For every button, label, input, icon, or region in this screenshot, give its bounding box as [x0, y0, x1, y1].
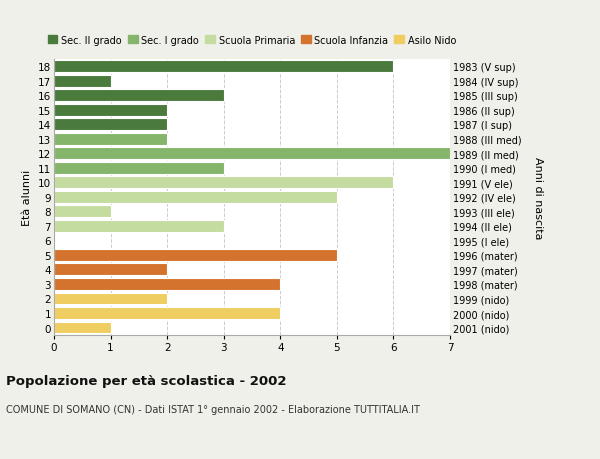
Bar	[54, 191, 337, 203]
Bar	[54, 177, 394, 189]
Bar	[54, 162, 224, 174]
Bar	[54, 148, 450, 160]
Bar	[54, 249, 337, 261]
Bar	[54, 75, 110, 87]
Bar	[54, 61, 394, 73]
Bar	[54, 308, 280, 319]
Bar	[54, 220, 224, 232]
Bar	[54, 105, 167, 116]
Bar	[54, 264, 167, 276]
Legend: Sec. II grado, Sec. I grado, Scuola Primaria, Scuola Infanzia, Asilo Nido: Sec. II grado, Sec. I grado, Scuola Prim…	[44, 32, 460, 49]
Bar	[54, 293, 167, 305]
Y-axis label: Età alunni: Età alunni	[22, 169, 32, 225]
Text: Popolazione per età scolastica - 2002: Popolazione per età scolastica - 2002	[6, 374, 287, 387]
Bar	[54, 90, 224, 102]
Bar	[54, 134, 167, 146]
Bar	[54, 279, 280, 290]
Bar	[54, 206, 110, 218]
Bar	[54, 322, 110, 334]
Bar	[54, 119, 167, 131]
Text: COMUNE DI SOMANO (CN) - Dati ISTAT 1° gennaio 2002 - Elaborazione TUTTITALIA.IT: COMUNE DI SOMANO (CN) - Dati ISTAT 1° ge…	[6, 404, 420, 414]
Y-axis label: Anni di nascita: Anni di nascita	[533, 156, 542, 239]
